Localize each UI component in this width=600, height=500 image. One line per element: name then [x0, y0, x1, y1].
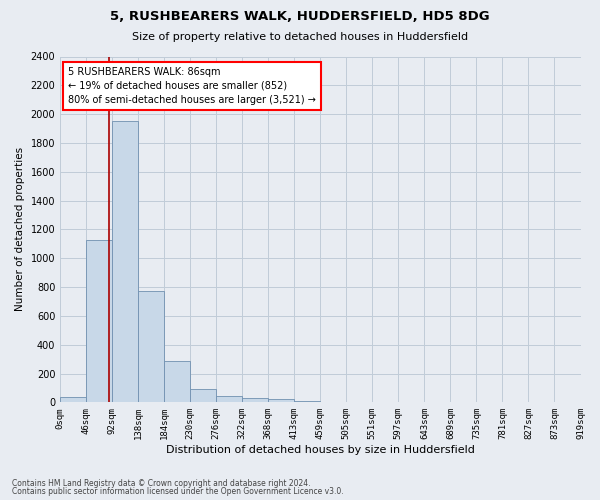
Text: Contains public sector information licensed under the Open Government Licence v3: Contains public sector information licen…	[12, 487, 344, 496]
Bar	[216, 396, 242, 402]
Bar	[86, 240, 112, 402]
Bar	[60, 396, 86, 402]
Text: 5 RUSHBEARERS WALK: 86sqm
← 19% of detached houses are smaller (852)
80% of semi: 5 RUSHBEARERS WALK: 86sqm ← 19% of detac…	[68, 67, 316, 105]
Bar	[268, 400, 295, 402]
Text: Contains HM Land Registry data © Crown copyright and database right 2024.: Contains HM Land Registry data © Crown c…	[12, 478, 311, 488]
Bar	[242, 398, 268, 402]
Bar	[138, 292, 164, 403]
Text: 5, RUSHBEARERS WALK, HUDDERSFIELD, HD5 8DG: 5, RUSHBEARERS WALK, HUDDERSFIELD, HD5 8…	[110, 10, 490, 23]
Bar	[295, 401, 320, 402]
Bar	[190, 390, 216, 402]
Bar	[164, 362, 190, 403]
Bar	[112, 122, 138, 402]
Text: Size of property relative to detached houses in Huddersfield: Size of property relative to detached ho…	[132, 32, 468, 42]
Y-axis label: Number of detached properties: Number of detached properties	[15, 148, 25, 312]
X-axis label: Distribution of detached houses by size in Huddersfield: Distribution of detached houses by size …	[166, 445, 475, 455]
